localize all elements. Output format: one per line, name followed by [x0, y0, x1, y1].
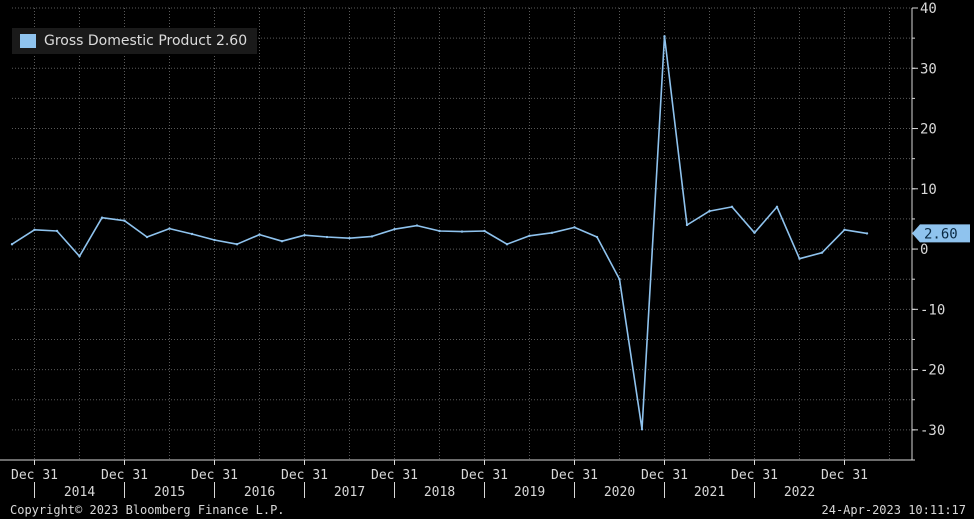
x-quarter-label: Dec 31 — [821, 468, 868, 483]
gdp-data-point — [235, 243, 239, 246]
x-quarter-label: Dec 31 — [551, 468, 598, 483]
axes — [0, 8, 913, 461]
x-quarter-label: Dec 31 — [11, 468, 58, 483]
last-value-badge-label: 2.60 — [924, 226, 958, 242]
y-tick-label: 40 — [920, 1, 937, 17]
gdp-data-point — [10, 243, 14, 246]
x-year-label: 2021 — [694, 485, 725, 500]
x-quarter-label: Dec 31 — [461, 468, 508, 483]
gdp-data-point — [798, 257, 801, 260]
gdp-data-point — [78, 255, 81, 258]
gdp-data-point — [483, 229, 486, 233]
x-year-label: 2014 — [64, 485, 95, 500]
gdp-data-point — [820, 251, 824, 254]
y-tick-label: 20 — [920, 122, 937, 138]
gdp-data-point — [595, 235, 599, 239]
gdp-data-point — [370, 235, 374, 238]
gdp-data-point — [325, 235, 329, 239]
gdp-data-point — [438, 229, 441, 233]
x-quarter-label: Dec 31 — [101, 468, 148, 483]
copyright-text: Copyright© 2023 Bloomberg Finance L.P. — [10, 503, 285, 517]
gdp-data-point — [573, 226, 576, 229]
gdp-data-point — [550, 231, 554, 234]
legend-swatch — [20, 34, 36, 48]
x-year-label: 2019 — [514, 485, 545, 500]
y-axis-ticks: 40 30 20 10 0 -10 -20 -30 — [912, 1, 945, 461]
x-year-label: 2016 — [244, 485, 275, 500]
gdp-data-point — [145, 235, 149, 239]
y-tick-label: 10 — [920, 182, 937, 198]
timestamp-text: 24-Apr-2023 10:11:17 — [821, 503, 967, 517]
gdp-data-point — [685, 223, 689, 227]
gdp-data-point — [33, 228, 36, 231]
gdp-data-point — [213, 238, 216, 242]
gdp-data-point — [168, 227, 171, 230]
x-quarter-label: Dec 31 — [731, 468, 778, 483]
x-year-label: 2020 — [604, 485, 635, 500]
y-tick-label: 0 — [920, 242, 928, 258]
x-year-label: 2015 — [154, 485, 185, 500]
series-layer — [10, 35, 869, 431]
x-quarter-label: Dec 31 — [191, 468, 238, 483]
y-tick-label: -20 — [920, 363, 945, 379]
y-tick-label: -10 — [920, 302, 945, 318]
gdp-data-point — [415, 224, 419, 227]
gdp-data-point — [618, 278, 621, 281]
legend: Gross Domestic Product 2.60 — [12, 28, 258, 54]
x-quarter-label: Dec 31 — [371, 468, 418, 483]
last-value-badge — [912, 224, 970, 243]
x-quarter-label: Dec 31 — [281, 468, 328, 483]
x-quarter-label: Dec 31 — [641, 468, 688, 483]
x-year-label: 2017 — [334, 485, 365, 500]
gdp-data-point — [663, 35, 666, 38]
legend-label: Gross Domestic Product 2.60 — [44, 33, 248, 49]
gdp-data-point — [280, 240, 284, 243]
gdp-data-point — [843, 228, 846, 231]
gdp-data-point — [303, 234, 306, 237]
gdp-data-point — [190, 232, 194, 236]
gdp-data-point — [100, 216, 104, 219]
y-tick-label: -30 — [920, 423, 945, 439]
grid-lines — [12, 7, 912, 461]
gdp-data-point — [258, 233, 261, 236]
last-value-badge-layer: 2.60 — [912, 224, 970, 243]
gdp-data-point — [505, 243, 509, 246]
gdp-data-point — [730, 205, 734, 209]
gdp-data-point — [460, 230, 464, 233]
gdp-data-point — [348, 237, 351, 240]
x-year-label: 2018 — [424, 485, 455, 500]
x-year-label: 2022 — [784, 485, 815, 500]
gdp-data-point — [753, 231, 756, 234]
gdp-data-point — [775, 205, 779, 209]
gdp-data-point — [640, 428, 644, 431]
gdp-data-point — [123, 219, 126, 222]
gdp-data-point — [708, 209, 711, 213]
gdp-data-point — [393, 227, 396, 231]
y-tick-label: 30 — [920, 61, 937, 77]
gdp-data-point — [55, 229, 59, 233]
x-axis-ticks: Dec 31 Dec 31 Dec 31 Dec 31 Dec 31 Dec 31 Dec … — [11, 460, 868, 500]
gdp-data-point — [865, 232, 869, 235]
gdp-data-point — [528, 234, 531, 238]
